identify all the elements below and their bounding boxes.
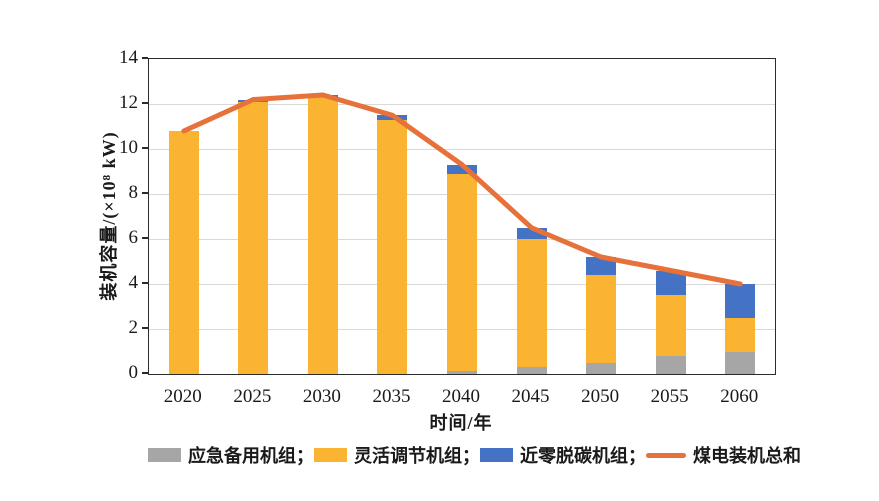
x-tick-label-2030: 2030 <box>302 386 341 407</box>
x-tick-label-2035: 2035 <box>372 386 411 407</box>
x-tick-label-2020: 2020 <box>163 386 202 407</box>
bar-segment-near-zero-decarbonized-units-2035 <box>377 115 408 120</box>
legend-label: 灵活调节机组； <box>354 446 480 466</box>
bar-segment-near-zero-decarbonized-units-2045 <box>516 227 547 239</box>
bar-segment-flexible-regulation-units-2040 <box>447 173 477 371</box>
y-tick-label: 10 <box>119 137 138 158</box>
y-tick-mark <box>142 372 148 374</box>
y-tick-mark <box>142 327 148 329</box>
y-tick-label: 12 <box>119 92 138 113</box>
bar-segment-near-zero-decarbonized-units-2025 <box>238 99 269 102</box>
bar-segment-near-zero-decarbonized-units-2050 <box>586 257 617 275</box>
y-tick-mark <box>142 147 148 149</box>
legend-item-near-zero-decarbonized-units: 近零脱碳机组； <box>480 442 646 468</box>
bar-segment-flexible-regulation-units-2045 <box>516 239 547 368</box>
legend-swatch <box>148 448 181 462</box>
x-tick-label-2025: 2025 <box>233 386 272 407</box>
legend: 应急备用机组； 灵活调节机组； 近零脱碳机组； 煤电装机总和 <box>148 442 801 468</box>
y-tick-label: 2 <box>128 317 139 338</box>
legend-swatch <box>314 448 347 462</box>
bar-segment-near-zero-decarbonized-units-2060 <box>725 284 756 318</box>
x-tick-label-2040: 2040 <box>442 386 480 407</box>
x-tick-label-2055: 2055 <box>650 386 689 407</box>
y-tick-label: 4 <box>128 272 139 293</box>
bar-segment-flexible-regulation-units-2055 <box>655 295 686 356</box>
y-tick-mark <box>142 237 148 239</box>
y-tick-label: 6 <box>128 227 139 248</box>
x-tick-label-2060: 2060 <box>720 386 759 407</box>
y-tick-mark <box>142 192 148 194</box>
y-tick-mark <box>142 57 148 59</box>
bar-segment-near-zero-decarbonized-units-2055 <box>655 270 686 296</box>
y-tick-label: 14 <box>119 47 138 68</box>
bar-segment-emergency-backup-units-2045 <box>516 367 547 374</box>
bar-segment-flexible-regulation-units-2035 <box>377 119 408 374</box>
y-tick-mark <box>142 102 148 104</box>
x-axis-title: 时间/年 <box>429 413 493 433</box>
bar-segment-flexible-regulation-units-2025 <box>238 101 269 374</box>
y-tick-mark <box>142 282 148 284</box>
y-tick-label: 8 <box>128 182 139 203</box>
legend-item-emergency-backup-units: 应急备用机组； <box>148 442 314 468</box>
bar-segment-emergency-backup-units-2040 <box>447 370 477 374</box>
bar-segment-flexible-regulation-units-2030 <box>307 97 338 374</box>
bar-segment-flexible-regulation-units-2020 <box>168 131 199 374</box>
y-tick-label: 0 <box>128 362 139 383</box>
plot-area <box>148 58 776 375</box>
legend-label: 应急备用机组； <box>188 446 314 466</box>
bar-segment-near-zero-decarbonized-units-2040 <box>447 164 477 174</box>
bar-segment-flexible-regulation-units-2050 <box>586 275 617 363</box>
bar-segment-emergency-backup-units-2050 <box>586 362 617 374</box>
bar-segment-flexible-regulation-units-2060 <box>725 317 756 352</box>
bar-segment-emergency-backup-units-2060 <box>725 351 756 374</box>
legend-line-swatch <box>646 452 686 458</box>
legend-item-flexible-regulation-units: 灵活调节机组； <box>314 442 480 468</box>
bar-segment-near-zero-decarbonized-units-2030 <box>307 95 338 98</box>
bar-segment-emergency-backup-units-2055 <box>655 356 686 374</box>
legend-label: 煤电装机总和 <box>693 446 801 466</box>
legend-item-coal-power-total: 煤电装机总和 <box>646 442 801 468</box>
x-tick-label-2045: 2045 <box>511 386 550 407</box>
x-tick-label-2050: 2050 <box>581 386 620 407</box>
legend-swatch <box>480 448 513 462</box>
legend-label: 近零脱碳机组； <box>520 446 646 466</box>
